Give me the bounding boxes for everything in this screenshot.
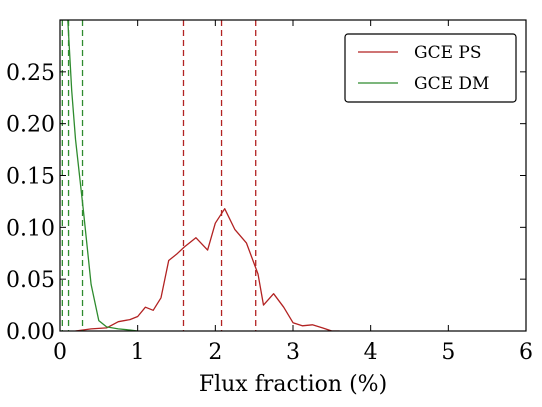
x-tick-label: 6 xyxy=(519,340,533,365)
y-tick-label: 0.20 xyxy=(6,113,55,138)
x-tick-label: 3 xyxy=(286,340,300,365)
series-line-gce-ps xyxy=(75,208,340,331)
x-tick-label: 5 xyxy=(441,340,455,365)
legend-label-gce-dm: GCE DM xyxy=(414,74,489,94)
y-tick-label: 0.25 xyxy=(6,61,55,86)
y-tick-label: 0.00 xyxy=(6,320,55,345)
y-tick-label: 0.05 xyxy=(6,268,55,293)
legend-box xyxy=(344,33,517,103)
x-tick-label: 4 xyxy=(364,340,378,365)
x-tick-label: 0 xyxy=(53,340,67,365)
y-tick-label: 0.10 xyxy=(6,216,55,241)
legend-label-gce-ps: GCE PS xyxy=(414,43,482,63)
x-axis-label: Flux fraction (%) xyxy=(199,372,387,397)
y-tick-label: 0.15 xyxy=(6,165,55,190)
x-tick-label: 1 xyxy=(131,340,145,365)
x-tick-label: 2 xyxy=(208,340,222,365)
series-line-gce-dm xyxy=(60,20,138,331)
legend: GCE PS GCE DM xyxy=(344,33,517,103)
